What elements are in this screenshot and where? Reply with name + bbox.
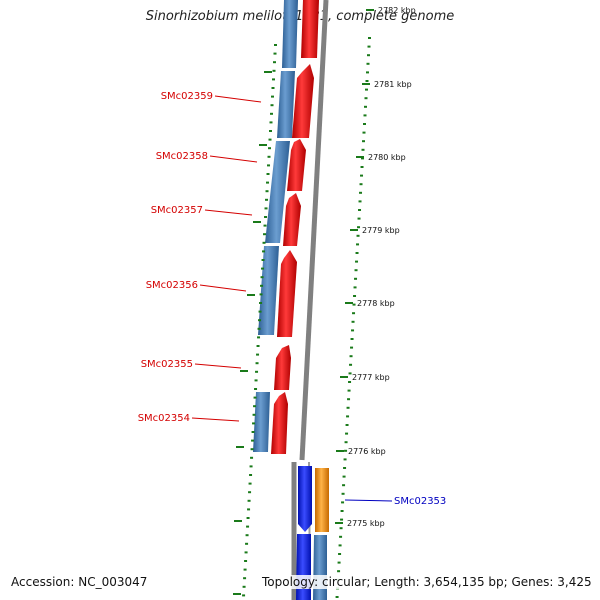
gene-block-forward[interactable] <box>265 141 290 243</box>
ruler-tick-label: 2777 kbp <box>352 373 390 382</box>
forward-strand-track <box>253 0 298 452</box>
gene-leader-line <box>214 95 262 103</box>
ruler-tick-label: 2778 kbp <box>357 299 395 308</box>
gene-leader-line <box>344 499 393 502</box>
gene-arrow-reverse[interactable] <box>287 139 306 191</box>
gene-labels-right: SMc02353 <box>344 496 446 507</box>
accession-label: Accession: NC_003047 <box>9 575 150 589</box>
map-title: Sinorhizobium meliloti 1021, complete ge… <box>145 9 455 24</box>
gene-block-next-orange[interactable] <box>315 468 329 532</box>
backbone-upper <box>299 0 329 461</box>
ruler-tick-label: 2782 kbp <box>378 6 416 15</box>
reverse-strand-track <box>271 0 319 454</box>
ruler-tick-label: 2780 kbp <box>368 153 406 162</box>
gene-block-forward[interactable] <box>282 0 298 68</box>
ruler-tick-label: 2779 kbp <box>362 226 400 235</box>
ruler: 2782 kbp 2781 kbp 2780 kbp 2779 kbp 2778 kbp… <box>233 6 416 598</box>
gene-block-forward[interactable] <box>253 392 270 452</box>
gene-arrow-reverse[interactable] <box>292 64 314 138</box>
gene-labels-left: SMc02359 SMc02358 SMc02357 SMc02356 SMc02355… <box>138 91 262 424</box>
gene-arrow-reverse[interactable] <box>301 0 319 58</box>
gene-label[interactable]: SMc02354 <box>138 413 190 424</box>
gene-label[interactable]: SMc02356 <box>146 280 198 291</box>
ruler-tick-label: 2776 kbp <box>348 447 386 456</box>
ruler-tick-label: 2775 kbp <box>347 519 385 528</box>
gene-arrow-reverse[interactable] <box>277 250 297 337</box>
gene-label[interactable]: SMc02357 <box>151 205 203 216</box>
gene-block-forward[interactable] <box>258 246 279 335</box>
gene-arrow-reverse[interactable] <box>271 392 288 454</box>
gene-label[interactable]: SMc02359 <box>161 91 213 102</box>
gene-leader-line <box>191 417 240 422</box>
gene-label[interactable]: SMc02355 <box>141 359 193 370</box>
gene-block-next-blue[interactable] <box>298 466 312 532</box>
gene-block-next-lightblue[interactable] <box>313 535 327 600</box>
ruler-tick-label: 2781 kbp <box>374 80 412 89</box>
gene-label[interactable]: SMc02358 <box>156 151 208 162</box>
gene-block-forward[interactable] <box>277 71 295 138</box>
gene-arrow-reverse[interactable] <box>283 193 301 246</box>
gene-arrow-reverse[interactable] <box>274 345 291 390</box>
gene-leader-line <box>209 155 258 163</box>
gene-leader-line <box>199 284 247 292</box>
gene-block-next-blue[interactable] <box>296 534 311 600</box>
gene-label[interactable]: SMc02353 <box>394 496 446 507</box>
topology-label: Topology: circular; Length: 3,654,135 bp… <box>260 575 594 589</box>
gene-leader-line <box>204 209 253 216</box>
gene-leader-line <box>194 363 242 369</box>
